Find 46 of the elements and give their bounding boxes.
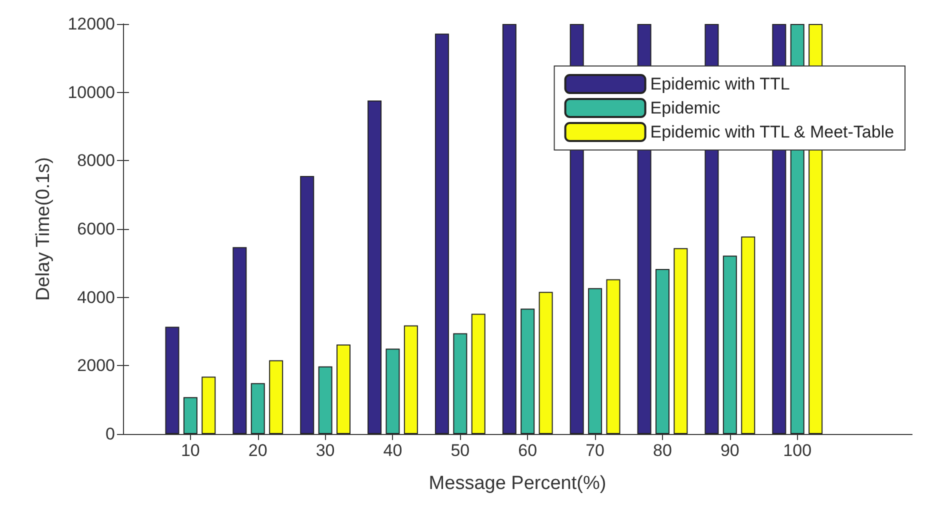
bar: [434, 34, 449, 434]
y-axis-title: Delay Time(0.1s): [33, 157, 54, 301]
bar: [588, 288, 602, 434]
x-tick-label: 80: [653, 441, 672, 460]
legend-label: Epidemic with TTL & Meet-Table: [650, 122, 894, 142]
bar: [386, 348, 400, 434]
bar: [269, 360, 284, 434]
y-tick-label: 2000: [77, 356, 115, 376]
bar: [300, 176, 314, 434]
x-axis-title: Message Percent(%): [428, 473, 606, 494]
x-tick-label: 40: [383, 441, 402, 460]
x-tick-label: 30: [316, 441, 335, 460]
bar: [722, 256, 737, 434]
bar: [471, 314, 486, 434]
bar: [674, 248, 688, 434]
y-tick-label: 6000: [77, 220, 115, 238]
x-tick-label: 70: [586, 441, 605, 460]
bar: [250, 383, 265, 434]
x-tick-label: 10: [180, 441, 200, 460]
y-tick-label: 0: [106, 424, 115, 444]
bar: [165, 326, 180, 434]
x-tick-label: 60: [518, 441, 538, 460]
y-tick-label: 10000: [68, 82, 115, 102]
bar: [520, 308, 535, 434]
x-tick-label: 20: [248, 441, 268, 460]
bar: [502, 24, 516, 434]
x-tick-label: 50: [450, 441, 470, 460]
bar: [538, 292, 553, 434]
bar: [336, 344, 351, 434]
bar: [368, 100, 382, 434]
bar: [202, 376, 216, 434]
bar: [655, 268, 670, 434]
legend-label: Epidemic with TTL: [650, 74, 790, 94]
legend-label: Epidemic: [650, 98, 721, 118]
bar: [183, 397, 198, 434]
x-tick-label: 100: [783, 441, 812, 460]
bar: [318, 366, 332, 434]
bar: [232, 247, 247, 434]
bar: [404, 325, 418, 434]
bar: [741, 236, 756, 434]
y-tick-label: 4000: [77, 288, 115, 307]
y-tick-label: 12000: [68, 14, 115, 34]
bar: [606, 279, 620, 434]
x-tick-label: 90: [720, 441, 740, 460]
y-tick-label: 8000: [77, 151, 115, 170]
bar: [453, 333, 468, 434]
